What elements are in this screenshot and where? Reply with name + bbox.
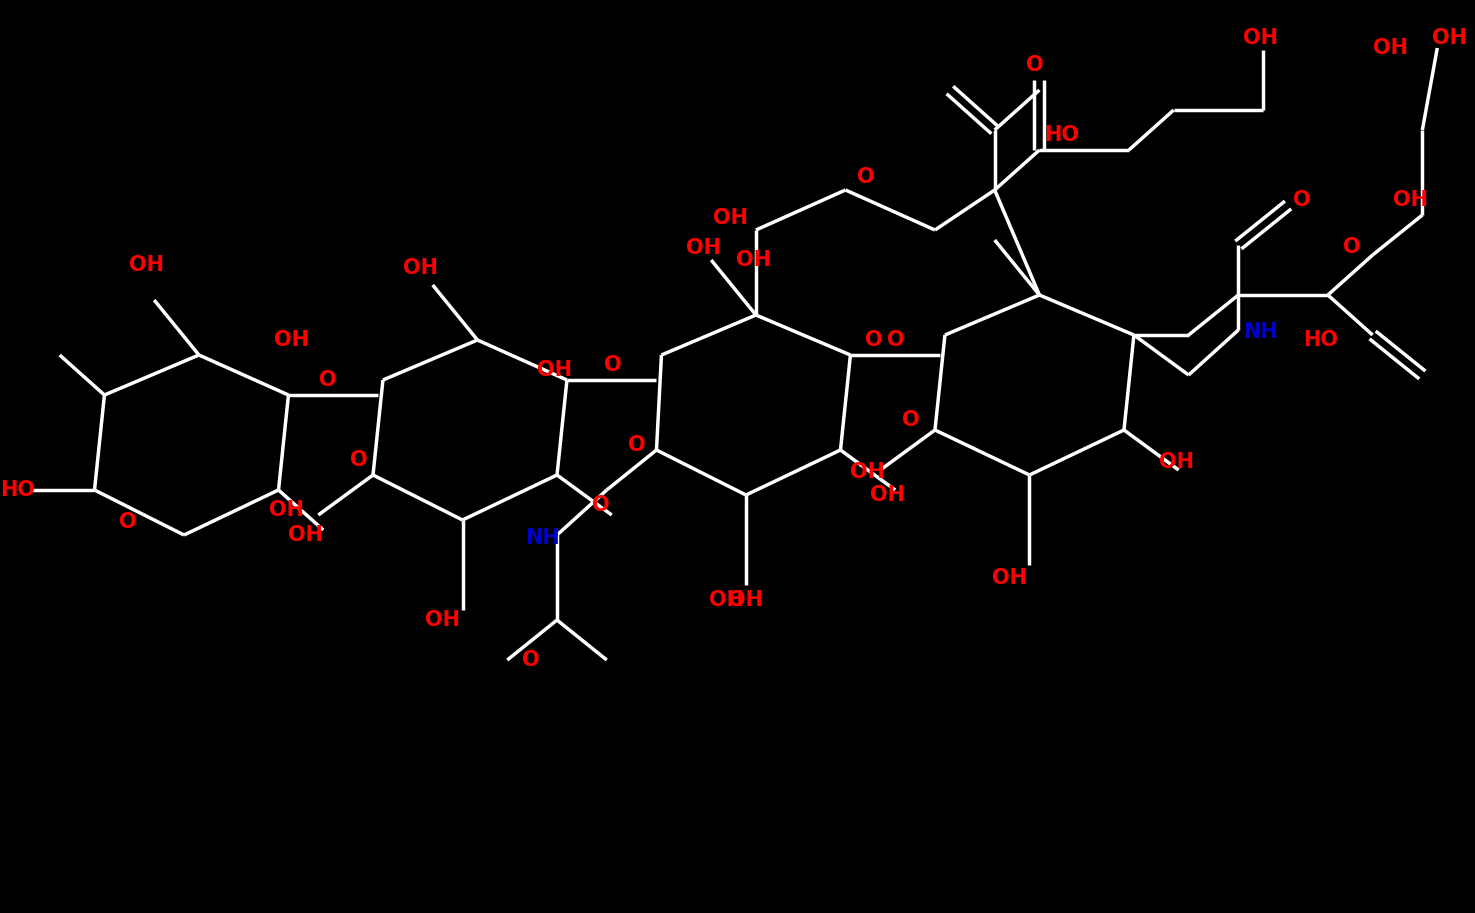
Text: HO: HO xyxy=(1044,125,1080,145)
Text: O: O xyxy=(1342,237,1360,257)
Text: OH: OH xyxy=(268,500,304,520)
Text: NH: NH xyxy=(525,528,560,548)
Text: O: O xyxy=(888,330,904,350)
Text: OH: OH xyxy=(708,590,743,610)
Text: O: O xyxy=(320,370,338,390)
Text: O: O xyxy=(118,512,136,532)
Text: OH: OH xyxy=(1243,28,1279,48)
Text: OH: OH xyxy=(736,250,771,270)
Text: HO: HO xyxy=(1302,330,1338,350)
Text: OH: OH xyxy=(870,485,906,505)
Text: OH: OH xyxy=(1373,38,1407,58)
Text: O: O xyxy=(603,355,621,375)
Text: O: O xyxy=(1025,55,1043,75)
Text: OH: OH xyxy=(1159,452,1193,472)
Text: OH: OH xyxy=(425,610,460,630)
Text: OH: OH xyxy=(289,525,323,545)
Text: O: O xyxy=(857,167,875,187)
Text: OH: OH xyxy=(273,330,308,350)
Text: NH: NH xyxy=(1243,322,1277,342)
Text: OH: OH xyxy=(993,568,1027,588)
Text: O: O xyxy=(1294,190,1311,210)
Text: O: O xyxy=(351,450,369,470)
Text: OH: OH xyxy=(1392,190,1428,210)
Text: OH: OH xyxy=(686,238,721,258)
Text: OH: OH xyxy=(729,590,764,610)
Text: O: O xyxy=(591,495,609,515)
Text: O: O xyxy=(522,650,540,670)
Text: O: O xyxy=(903,410,920,430)
Text: OH: OH xyxy=(130,255,164,275)
Text: O: O xyxy=(866,330,884,350)
Text: OH: OH xyxy=(403,258,438,278)
Text: HO: HO xyxy=(0,480,35,500)
Text: OH: OH xyxy=(714,208,748,228)
Text: OH: OH xyxy=(1432,28,1468,48)
Text: O: O xyxy=(628,435,646,455)
Text: OH: OH xyxy=(851,462,885,482)
Text: OH: OH xyxy=(537,360,572,380)
